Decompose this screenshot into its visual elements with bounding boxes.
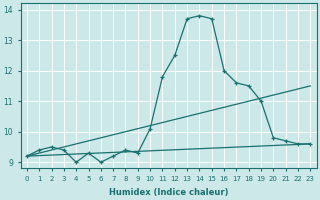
X-axis label: Humidex (Indice chaleur): Humidex (Indice chaleur) bbox=[109, 188, 228, 197]
